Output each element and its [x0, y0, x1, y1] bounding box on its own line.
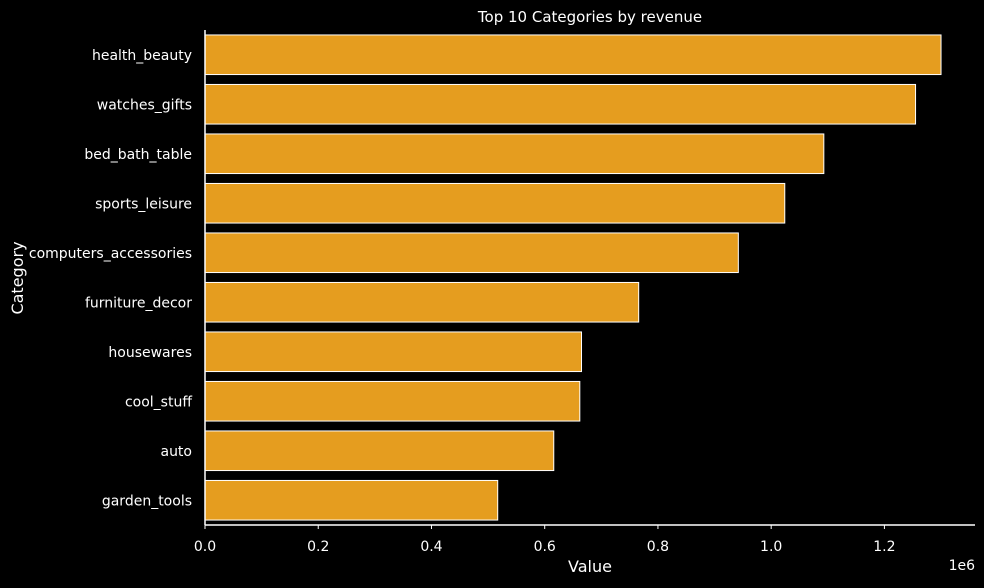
- chart-title: Top 10 Categories by revenue: [477, 8, 702, 26]
- category-label: sports_leisure: [95, 196, 192, 212]
- bar-watches_gifts: [204, 83, 917, 125]
- x-tick-label: 1.2: [873, 539, 895, 555]
- x-tick-label: 0.6: [534, 539, 556, 555]
- x-axis-label: Value: [568, 557, 612, 576]
- bar-bed_bath_table: [204, 133, 825, 175]
- x-axis-offset-label: 1e6: [949, 558, 976, 574]
- bar-garden_tools: [204, 479, 499, 521]
- bar-furniture_decor: [204, 281, 640, 323]
- category-label: auto: [160, 444, 192, 460]
- category-label: bed_bath_table: [84, 147, 192, 163]
- x-axis-ticks: 0.0 0.2 0.4 0.6 0.8 1.0 1.2: [194, 525, 896, 555]
- x-tick-label: 0.8: [647, 539, 669, 555]
- bar-health_beauty: [204, 34, 942, 76]
- category-label: furniture_decor: [85, 295, 192, 311]
- category-label: housewares: [108, 345, 192, 361]
- x-tick-label: 0.0: [194, 539, 216, 555]
- bar-sports_leisure: [204, 182, 786, 224]
- category-label: watches_gifts: [97, 97, 192, 113]
- bar-housewares: [204, 331, 583, 373]
- x-tick-label: 1.0: [760, 539, 782, 555]
- category-labels: health_beauty watches_gifts bed_bath_table…: [29, 48, 192, 510]
- bar-auto: [204, 430, 555, 472]
- category-label: health_beauty: [92, 48, 192, 64]
- category-label: cool_stuff: [125, 394, 192, 410]
- x-tick-label: 0.2: [307, 539, 329, 555]
- bar-cool_stuff: [204, 380, 581, 422]
- category-label: computers_accessories: [29, 246, 192, 262]
- bars-layer: [204, 34, 942, 521]
- bar-computers_accessories: [204, 232, 739, 274]
- category-label: garden_tools: [102, 493, 192, 509]
- x-tick-label: 0.4: [420, 539, 442, 555]
- y-axis-label: Category: [8, 241, 27, 314]
